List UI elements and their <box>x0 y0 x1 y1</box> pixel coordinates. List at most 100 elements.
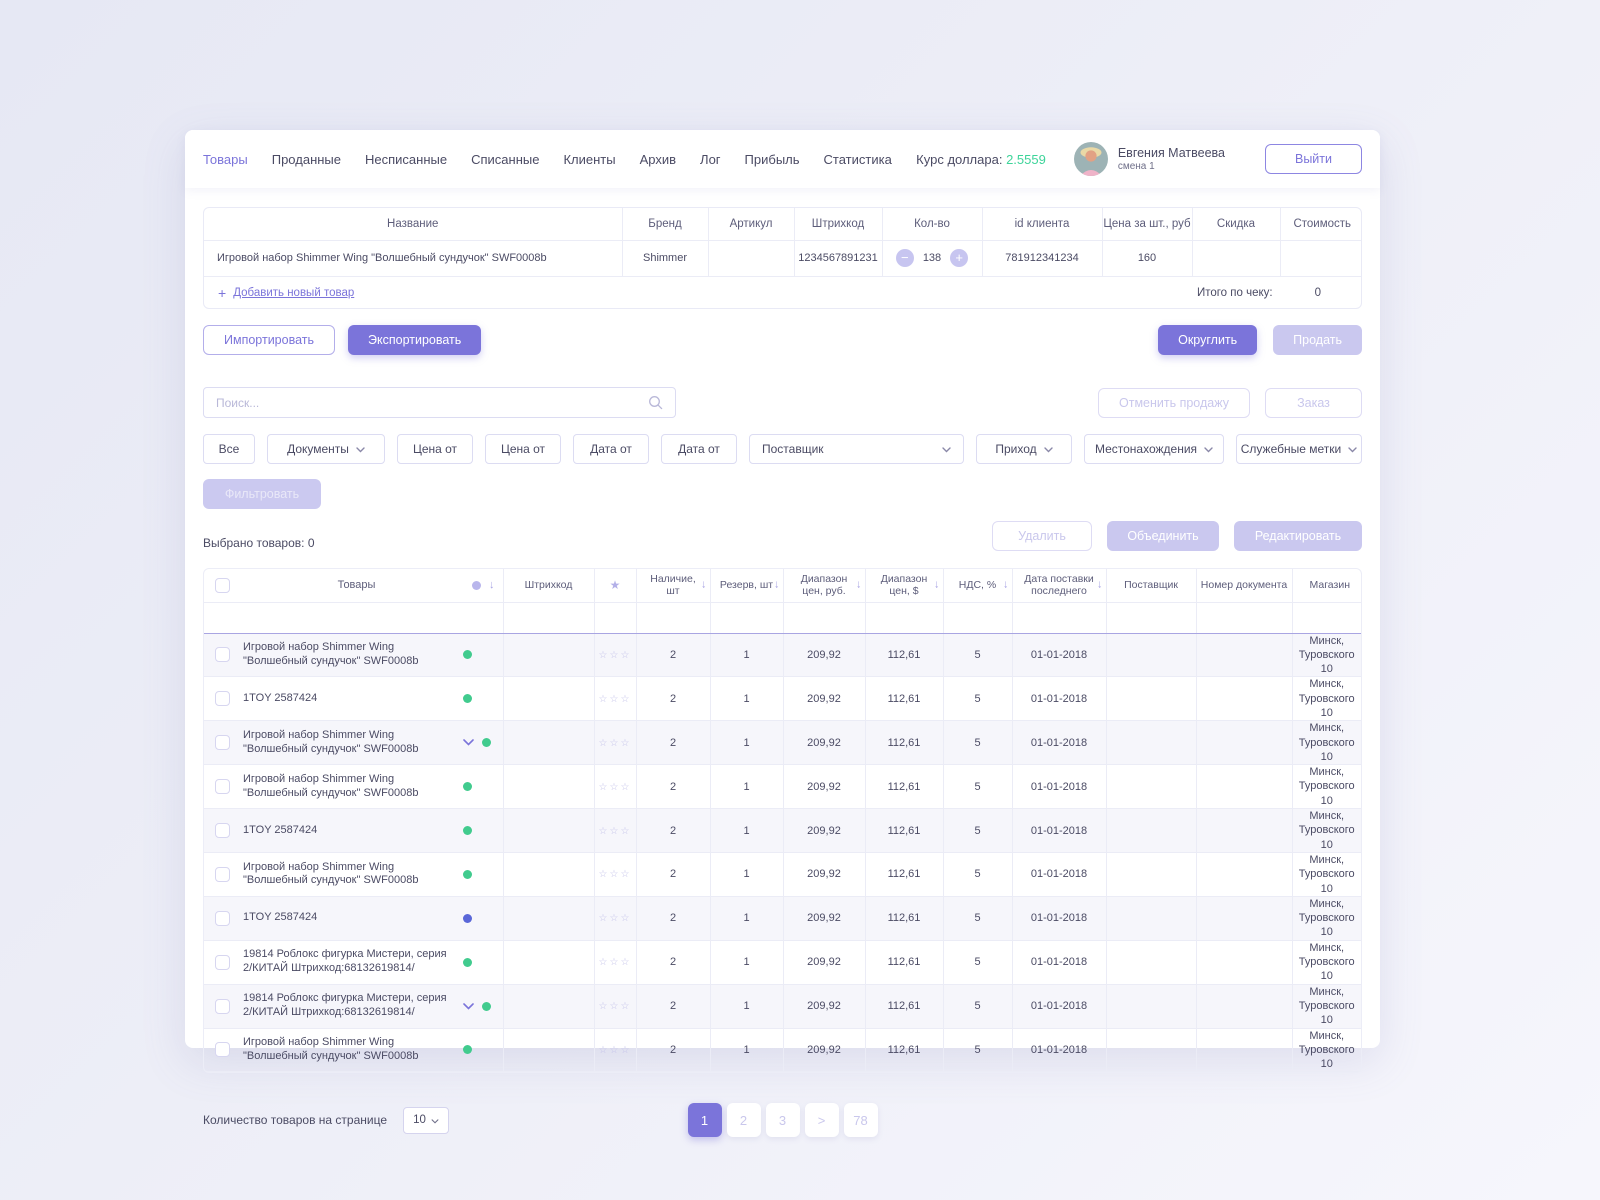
qty-increase-button[interactable]: + <box>950 249 969 268</box>
row-checkbox[interactable] <box>215 910 230 926</box>
page-button-78[interactable]: 78 <box>843 1103 878 1138</box>
rating-stars[interactable]: ☆☆☆ <box>598 825 632 837</box>
round-button[interactable]: Округлить <box>1158 325 1258 355</box>
filter-2[interactable]: Документы <box>267 434 385 464</box>
avatar-image <box>1073 142 1108 176</box>
cart-column-header-1: Название <box>204 208 623 241</box>
sort-arrow-icon[interactable]: ↓ <box>701 578 707 591</box>
product-rating-cell: ☆☆☆ <box>594 720 637 766</box>
product-name-cell: Игровой набор Shimmer Wing "Волшебный су… <box>241 633 504 678</box>
product-name: Игровой набор Shimmer Wing "Волшебный су… <box>243 772 419 799</box>
nav-tab-8[interactable]: Прибыль <box>744 151 800 167</box>
filter-5[interactable]: Дата от <box>573 434 649 464</box>
rating-stars[interactable]: ☆☆☆ <box>598 737 632 749</box>
empty-cell <box>503 602 595 634</box>
order-button[interactable]: Заказ <box>1265 387 1362 418</box>
search-icon[interactable] <box>648 395 663 410</box>
filter-9[interactable]: Местонахождения <box>1084 434 1224 464</box>
filter-apply-button[interactable]: Фильтровать <box>203 479 321 509</box>
rating-stars[interactable]: ☆☆☆ <box>598 693 632 705</box>
rating-stars[interactable]: ☆☆☆ <box>598 913 632 925</box>
topbar-right: Курс доллара: 2.5559 Евгения Матвеева см… <box>916 142 1362 176</box>
expand-chevron-icon[interactable] <box>463 739 474 746</box>
cart-item-article <box>708 240 795 276</box>
product-price-range-usd: 112,61 <box>865 764 944 810</box>
nav-tabs: Товары Проданные Несписанные Списанные Клиен… <box>203 152 892 167</box>
page-button-1[interactable]: 1 <box>687 1103 722 1138</box>
merge-button[interactable]: Объединить <box>1107 521 1219 551</box>
rating-stars[interactable]: ☆☆☆ <box>598 781 632 793</box>
logout-button[interactable]: Выйти <box>1265 144 1362 174</box>
product-last-delivery-date: 01-01-2018 <box>1012 940 1107 985</box>
delete-button[interactable]: Удалить <box>992 521 1092 551</box>
qty-value[interactable]: 138 <box>922 252 942 265</box>
cart-item-qty-cell: − 138 + <box>882 240 983 276</box>
product-barcode <box>503 896 595 941</box>
selection-row: Выбрано товаров: 0 Удалить Объединить Ре… <box>203 521 1362 551</box>
expand-chevron-icon[interactable] <box>463 1002 474 1010</box>
filter-10[interactable]: Служебные метки <box>1236 434 1362 464</box>
nav-tab-9[interactable]: Статистика <box>823 151 892 167</box>
row-checkbox[interactable] <box>215 735 230 751</box>
nav-tab-5[interactable]: Клиенты <box>563 151 616 167</box>
sort-arrow-icon[interactable]: ↓ <box>774 578 780 591</box>
product-store: Минск, Туровского 10 <box>1292 984 1361 1029</box>
filter-4[interactable]: Цена от <box>485 434 561 464</box>
next-page-button[interactable]: > <box>804 1103 839 1138</box>
status-dot-icon <box>463 826 472 835</box>
nav-tab-7[interactable]: Лог <box>700 151 721 167</box>
export-button[interactable]: Экспортировать <box>348 325 482 355</box>
cart-item-brand: Shimmer <box>622 240 709 276</box>
product-price-range-rub: 209,92 <box>783 808 866 853</box>
filter-7[interactable]: Поставщик <box>749 434 964 464</box>
star-icon[interactable]: ★ <box>609 577 621 592</box>
sort-arrow-icon[interactable]: ↓ <box>489 578 495 591</box>
page-button-3[interactable]: 3 <box>765 1103 800 1138</box>
nav-tab-3[interactable]: Несписанные <box>365 151 448 167</box>
product-stock: 2 <box>636 1028 711 1073</box>
nav-tab-4[interactable]: Списанные <box>471 151 540 167</box>
row-checkbox[interactable] <box>215 779 230 795</box>
row-checkbox[interactable] <box>215 998 230 1014</box>
product-row: 19814 Роблокс фигурка Мистери, серия 2/К… <box>204 940 1361 985</box>
column-label: Наличие, шт <box>650 572 696 598</box>
select-all-checkbox[interactable] <box>215 577 230 593</box>
sort-arrow-icon[interactable]: ↓ <box>1097 578 1103 591</box>
sell-button[interactable]: Продать <box>1273 325 1362 355</box>
row-checkbox[interactable] <box>215 866 230 882</box>
nav-tab-1[interactable]: Товары <box>203 151 248 167</box>
nav-tab-2[interactable]: Проданные <box>271 151 341 167</box>
filter-6[interactable]: Дата от <box>661 434 737 464</box>
rating-stars[interactable]: ☆☆☆ <box>598 869 632 881</box>
product-row: Игровой набор Shimmer Wing "Волшебный су… <box>204 764 1361 810</box>
import-button[interactable]: Импортировать <box>203 325 336 355</box>
rating-stars[interactable]: ☆☆☆ <box>598 957 632 969</box>
product-price-range-usd: 112,61 <box>865 808 944 853</box>
filter-8[interactable]: Приход <box>976 434 1072 464</box>
page-button-2[interactable]: 2 <box>726 1103 761 1138</box>
rating-stars[interactable]: ☆☆☆ <box>598 649 632 661</box>
rating-stars[interactable]: ☆☆☆ <box>598 1044 632 1056</box>
row-checkbox[interactable] <box>215 1042 230 1058</box>
avatar[interactable] <box>1073 142 1108 176</box>
qty-decrease-button[interactable]: − <box>895 249 914 268</box>
column-label: Номер документа <box>1200 578 1288 591</box>
filter-3[interactable]: Цена от <box>397 434 473 464</box>
search-input[interactable] <box>216 395 648 410</box>
filter-1[interactable]: Все <box>203 434 255 464</box>
edit-button[interactable]: Редактировать <box>1234 521 1362 551</box>
per-page-select[interactable]: 10 <box>403 1106 450 1134</box>
product-stock: 2 <box>636 676 711 722</box>
rating-stars[interactable]: ☆☆☆ <box>598 1001 632 1013</box>
sort-arrow-icon[interactable]: ↓ <box>1003 578 1009 591</box>
row-checkbox[interactable] <box>215 691 230 707</box>
cancel-sale-button[interactable]: Отменить продажу <box>1098 387 1250 418</box>
product-supplier <box>1106 1028 1197 1073</box>
row-checkbox[interactable] <box>215 823 230 838</box>
row-checkbox[interactable] <box>215 954 230 970</box>
add-product-link[interactable]: + Добавить новый товар <box>218 285 354 301</box>
sort-arrow-icon[interactable]: ↓ <box>934 578 940 591</box>
nav-tab-6[interactable]: Архив <box>639 151 677 167</box>
sort-arrow-icon[interactable]: ↓ <box>856 578 862 591</box>
row-checkbox[interactable] <box>215 647 230 663</box>
